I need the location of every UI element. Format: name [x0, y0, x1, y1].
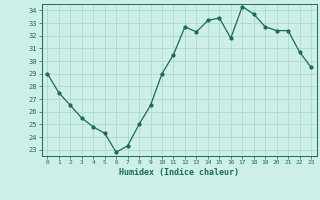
X-axis label: Humidex (Indice chaleur): Humidex (Indice chaleur) [119, 168, 239, 177]
